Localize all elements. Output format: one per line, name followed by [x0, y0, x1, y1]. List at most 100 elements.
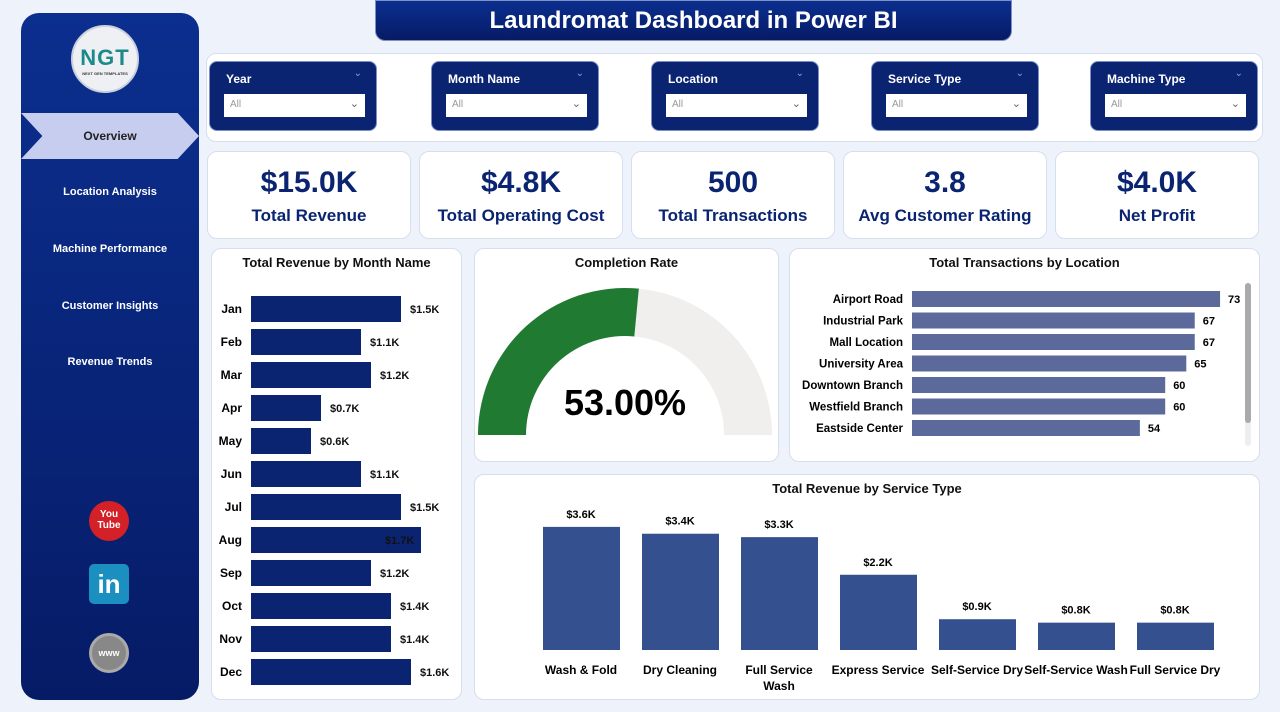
chevron-down-icon: ⌄: [1011, 98, 1021, 110]
data-label: $3.4K: [665, 516, 694, 528]
filter-label: Machine Type: [1107, 72, 1186, 86]
sidebar-item-customer-insights[interactable]: Customer Insights: [61, 300, 159, 312]
filter-label: Location: [668, 72, 718, 86]
chevron-down-icon: ⌄: [791, 98, 801, 110]
filter-0: Year ⌄ All ⌄: [209, 61, 377, 131]
chart-title: Total Transactions by Location: [929, 255, 1120, 270]
axis-label: Full Service Wash: [745, 663, 813, 693]
data-label: 65: [1194, 359, 1206, 371]
data-label: $1.5K: [410, 304, 439, 316]
data-label: $0.8K: [1061, 605, 1090, 617]
filter-dropdown[interactable]: All ⌄: [446, 94, 587, 117]
filter-dropdown[interactable]: All ⌄: [666, 94, 807, 117]
data-label: $3.6K: [566, 509, 595, 521]
bar: [912, 291, 1221, 307]
kpi-card: 3.8 Avg Customer Rating: [843, 151, 1047, 239]
data-label: $1.5K: [410, 502, 439, 514]
bar: [912, 312, 1195, 329]
sidebar-item-location-analysis[interactable]: Location Analysis: [63, 186, 157, 198]
bar: [251, 395, 321, 421]
chevron-down-icon[interactable]: ⌄: [575, 68, 584, 79]
chevron-down-icon: ⌄: [571, 98, 581, 110]
kpi-label: Total Transactions: [658, 206, 808, 225]
chevron-down-icon[interactable]: ⌄: [1015, 68, 1024, 79]
chart-title: Total Revenue by Month Name: [242, 255, 431, 270]
axis-label: Feb: [221, 335, 242, 349]
chevron-down-icon: ⌄: [349, 98, 359, 110]
bar: [912, 420, 1140, 436]
revenue-by-month-chart: Total Revenue by Month Name Jan $1.5K Feb $…: [211, 248, 462, 700]
kpi-value: $4.0K: [1116, 166, 1198, 199]
axis-label: Mall Location: [830, 337, 903, 349]
kpi-value: $15.0K: [260, 166, 358, 199]
globe-icon[interactable]: www: [89, 633, 129, 673]
axis-label: Dry Cleaning: [643, 663, 717, 677]
axis-label: Mar: [221, 368, 243, 382]
sidebar-item-machine-performance[interactable]: Machine Performance: [52, 243, 168, 255]
data-label: $3.3K: [764, 519, 793, 531]
youtube-icon[interactable]: You Tube: [89, 501, 129, 541]
data-label: $1.4K: [400, 634, 429, 646]
bar: [251, 593, 391, 619]
axis-label: Eastside Center: [816, 423, 903, 435]
bar: [912, 377, 1166, 393]
bar: [912, 355, 1187, 372]
filter-dropdown[interactable]: All ⌄: [886, 94, 1027, 117]
axis-label: Express Service: [832, 663, 925, 677]
chart-title: Total Revenue by Service Type: [772, 481, 962, 496]
axis-label: Apr: [221, 401, 242, 415]
data-label: $1.1K: [370, 469, 399, 481]
bar: [251, 362, 371, 388]
data-label: $1.7K: [385, 535, 414, 547]
axis-label: Oct: [222, 599, 242, 613]
filter-label: Month Name: [448, 72, 520, 86]
filter-3: Service Type ⌄ All ⌄: [871, 61, 1039, 131]
bar: [251, 494, 401, 520]
axis-label: Wash & Fold: [545, 663, 617, 677]
data-label: $1.2K: [380, 370, 409, 382]
axis-label: Industrial Park: [823, 316, 903, 328]
data-label: 60: [1173, 402, 1185, 414]
kpi-label: Net Profit: [1118, 206, 1196, 225]
filter-dropdown[interactable]: All ⌄: [224, 94, 365, 117]
sidebar-item-overview[interactable]: Overview: [21, 113, 199, 159]
data-label: 60: [1173, 380, 1185, 392]
linkedin-icon[interactable]: in: [89, 564, 129, 604]
gauge-value: 53.00%: [564, 382, 686, 423]
filter-label: Year: [226, 72, 252, 86]
gauge-fill: [478, 288, 639, 435]
scrollbar[interactable]: [1245, 283, 1251, 446]
filter-2: Location ⌄ All ⌄: [651, 61, 819, 131]
chevron-down-icon[interactable]: ⌄: [1234, 68, 1243, 79]
bar: [939, 619, 1016, 650]
bar: [840, 574, 917, 650]
filter-4: Machine Type ⌄ All ⌄: [1090, 61, 1258, 131]
bar: [251, 560, 371, 586]
bar: [251, 461, 361, 487]
bar: [912, 334, 1195, 350]
scrollbar-thumb[interactable]: [1245, 283, 1251, 423]
data-label: $1.2K: [380, 568, 409, 580]
axis-label: Sep: [220, 566, 242, 580]
sidebar-item-revenue-trends[interactable]: Revenue Trends: [67, 356, 153, 368]
data-label: $1.6K: [420, 667, 449, 679]
axis-label: Full Service Dry: [1130, 663, 1221, 677]
kpi-card: $4.0K Net Profit: [1055, 151, 1259, 239]
filter-dropdown[interactable]: All ⌄: [1105, 94, 1246, 117]
axis-label: Nov: [219, 632, 242, 646]
logo: NGT NEXT GEN TEMPLATES: [71, 25, 139, 93]
kpi-value: 500: [707, 166, 759, 199]
kpi-card: $15.0K Total Revenue: [207, 151, 411, 239]
bar: [251, 527, 421, 553]
axis-label: Downtown Branch: [802, 380, 903, 392]
data-label: 67: [1203, 337, 1215, 349]
chevron-down-icon[interactable]: ⌄: [795, 68, 804, 79]
filter-label: Service Type: [888, 72, 962, 86]
kpi-card: 500 Total Transactions: [631, 151, 835, 239]
kpi-label: Total Operating Cost: [437, 206, 605, 225]
bar: [251, 428, 311, 454]
axis-label: Jan: [221, 302, 242, 316]
chevron-down-icon[interactable]: ⌄: [353, 68, 362, 79]
kpi-label: Total Revenue: [251, 206, 367, 225]
chevron-down-icon: ⌄: [1230, 98, 1240, 110]
